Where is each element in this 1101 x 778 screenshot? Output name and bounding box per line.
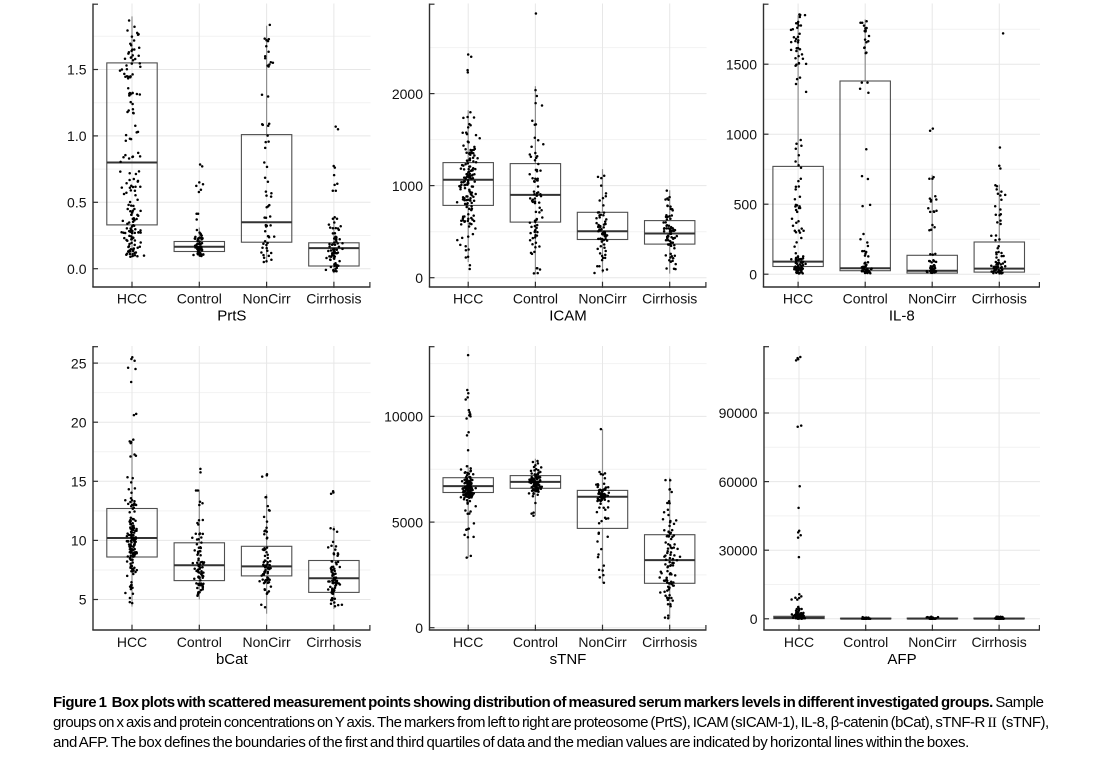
svg-text:60000: 60000: [719, 474, 758, 490]
svg-text:10: 10: [71, 533, 87, 549]
svg-text:NonCirr: NonCirr: [578, 634, 627, 650]
svg-text:HCC: HCC: [117, 634, 147, 650]
svg-text:0.0: 0.0: [67, 261, 87, 277]
svg-text:0: 0: [750, 611, 758, 627]
svg-text:25: 25: [71, 355, 87, 371]
svg-text:NonCirr: NonCirr: [908, 291, 957, 307]
svg-text:1500: 1500: [726, 56, 757, 72]
svg-text:Cirrhosis: Cirrhosis: [642, 634, 697, 650]
svg-text:Control: Control: [843, 291, 888, 307]
svg-text:1.0: 1.0: [67, 128, 87, 144]
svg-text:NonCirr: NonCirr: [242, 634, 291, 650]
svg-text:HCC: HCC: [453, 291, 483, 307]
svg-text:500: 500: [734, 196, 758, 212]
svg-text:bCat: bCat: [216, 651, 249, 668]
svg-text:NonCirr: NonCirr: [578, 291, 627, 307]
svg-text:Control: Control: [177, 291, 222, 307]
svg-text:Control: Control: [513, 634, 558, 650]
svg-text:0: 0: [415, 620, 423, 636]
svg-text:5000: 5000: [392, 514, 423, 530]
svg-text:Cirrhosis: Cirrhosis: [306, 634, 361, 650]
svg-text:15: 15: [71, 474, 87, 490]
svg-text:Control: Control: [177, 634, 222, 650]
svg-text:1000: 1000: [392, 178, 423, 194]
svg-text:1.5: 1.5: [67, 62, 87, 78]
svg-text:ICAM: ICAM: [549, 308, 587, 325]
svg-text:0: 0: [415, 270, 423, 286]
svg-text:sTNF: sTNF: [550, 651, 587, 668]
svg-text:20: 20: [71, 414, 87, 430]
svg-text:1000: 1000: [726, 126, 757, 142]
svg-text:Cirrhosis: Cirrhosis: [306, 291, 361, 307]
svg-text:Cirrhosis: Cirrhosis: [972, 291, 1027, 307]
svg-text:NonCirr: NonCirr: [242, 291, 291, 307]
svg-text:Cirrhosis: Cirrhosis: [642, 291, 697, 307]
svg-text:90000: 90000: [719, 405, 758, 421]
svg-text:NonCirr: NonCirr: [908, 634, 957, 650]
svg-text:30000: 30000: [719, 542, 758, 558]
svg-text:PrtS: PrtS: [217, 308, 246, 325]
svg-text:5: 5: [79, 592, 87, 608]
svg-text:HCC: HCC: [453, 634, 483, 650]
svg-text:0.5: 0.5: [67, 195, 87, 211]
svg-text:Cirrhosis: Cirrhosis: [971, 634, 1026, 650]
svg-text:HCC: HCC: [117, 291, 147, 307]
svg-text:Control: Control: [513, 291, 558, 307]
svg-text:HCC: HCC: [783, 291, 813, 307]
svg-text:Control: Control: [843, 634, 888, 650]
svg-text:2000: 2000: [392, 86, 423, 102]
svg-text:0: 0: [749, 266, 757, 282]
svg-text:IL-8: IL-8: [889, 308, 915, 325]
svg-text:10000: 10000: [384, 409, 423, 425]
svg-text:HCC: HCC: [784, 634, 814, 650]
svg-text:AFP: AFP: [887, 651, 916, 668]
